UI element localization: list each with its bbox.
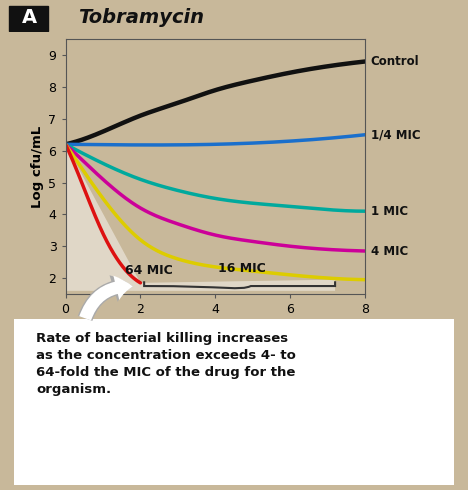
FancyBboxPatch shape (0, 312, 468, 490)
Text: 1 MIC: 1 MIC (371, 205, 408, 218)
Text: 16 MIC: 16 MIC (218, 262, 265, 275)
Polygon shape (66, 144, 335, 291)
Text: 4 MIC: 4 MIC (371, 245, 408, 258)
Text: Control: Control (371, 55, 419, 68)
Text: Tobramycin: Tobramycin (78, 8, 204, 27)
Y-axis label: Log cfu/mL: Log cfu/mL (31, 125, 44, 208)
Text: 1/4 MIC: 1/4 MIC (371, 128, 420, 141)
X-axis label: Time (hours): Time (hours) (167, 320, 263, 333)
Text: 64 MIC: 64 MIC (125, 264, 173, 277)
Text: A: A (22, 8, 37, 27)
FancyBboxPatch shape (9, 6, 48, 30)
Text: Rate of bacterial killing increases
as the concentration exceeds 4- to
64-fold t: Rate of bacterial killing increases as t… (36, 332, 296, 396)
